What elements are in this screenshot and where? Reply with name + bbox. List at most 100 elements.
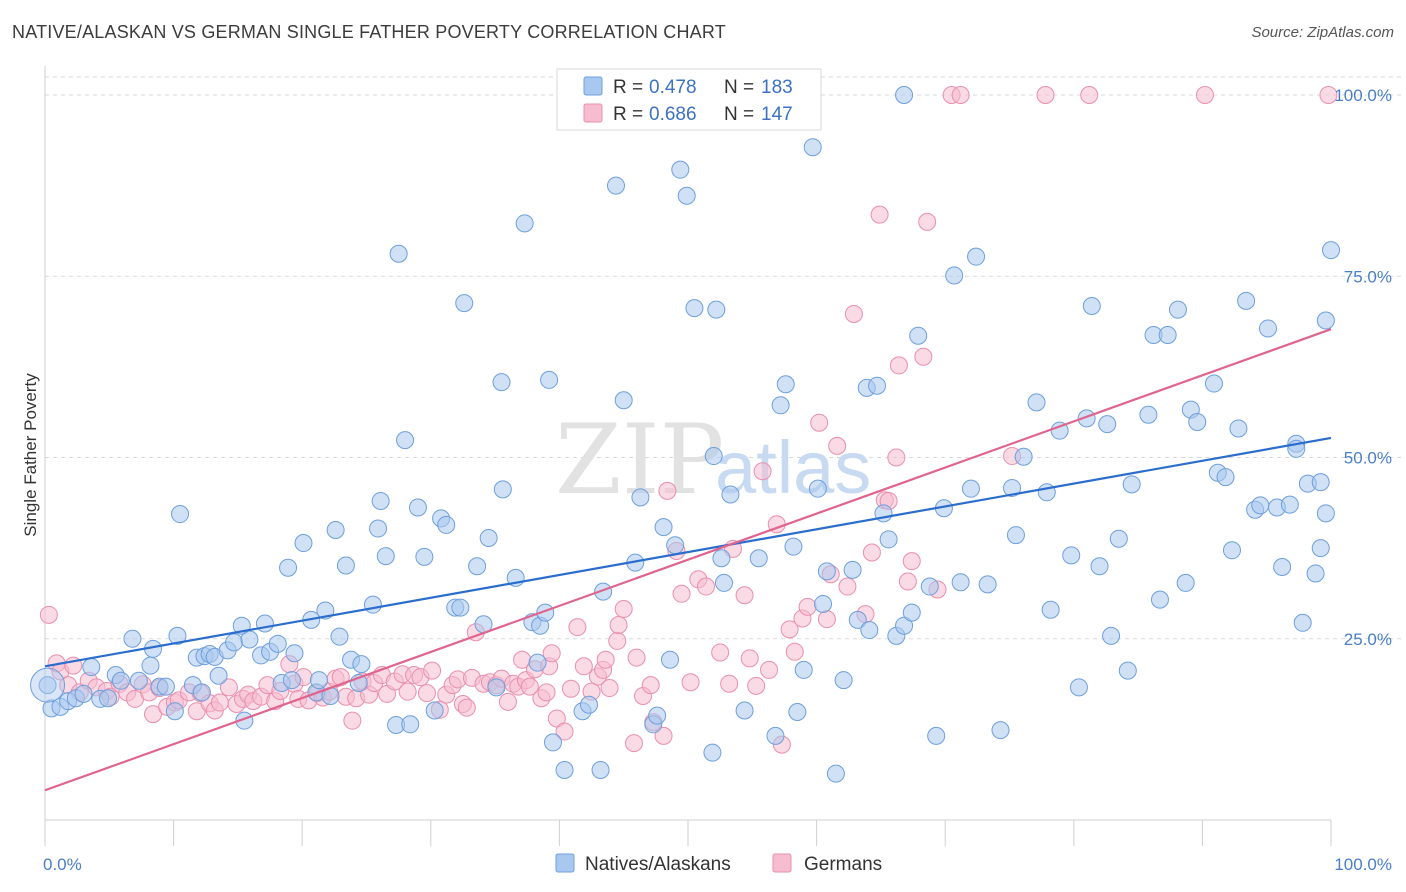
natives-point-100 [704,447,723,466]
natives-point-26 [209,666,228,685]
germans-point-55 [398,682,417,701]
natives-point-131 [927,726,946,745]
natives-point-cluster [30,667,66,703]
natives-point-51 [352,655,371,674]
stats-legend-natives-swatch [583,76,603,96]
germans-point-136 [902,552,921,571]
natives-point-13 [141,656,160,675]
natives-point-182 [1322,241,1340,260]
natives-point-71 [487,678,506,697]
natives-trend-line [44,436,1332,668]
natives-point-52 [363,595,382,614]
natives-point-159 [1158,325,1177,344]
germans-point-59 [423,661,442,680]
germans-point-143 [1036,86,1055,104]
natives-point-155 [1122,475,1141,494]
natives-point-167 [1222,541,1241,560]
natives-point-133 [945,266,964,285]
germans-point-138 [918,212,937,231]
germans-point-108 [711,643,730,662]
germans-point-134 [889,356,908,375]
natives-point-113 [803,138,822,157]
germans-point-118 [780,620,799,639]
natives-point-70 [479,528,498,547]
germans-point-130 [870,205,889,224]
germans-point-80 [537,683,556,702]
natives-point-158 [1150,590,1169,609]
natives-point-186 [1316,504,1335,523]
germans-point-46 [343,711,362,730]
natives-point-5 [74,684,93,703]
germans-point-105 [681,673,700,692]
natives-point-60 [408,498,427,517]
germans-point-87 [574,657,593,676]
stats-legend-natives-r-value: 0.478 [649,77,697,98]
germans-point-99 [641,676,660,695]
natives-point-6 [82,658,101,677]
natives-point-118 [834,671,853,690]
germans-point-107 [697,577,716,596]
natives-point-46 [326,521,345,539]
natives-point-110 [784,537,803,556]
germans-point-86 [568,618,587,637]
natives-point-161 [1176,573,1195,592]
germans-point-111 [735,586,754,605]
natives-point-90 [631,488,650,507]
natives-point-19 [171,505,190,524]
natives-point-67 [455,294,474,313]
natives-point-177 [1293,613,1312,632]
natives-point-115 [814,594,833,613]
chart-title: NATIVE/ALASKAN VS GERMAN SINGLE FATHER P… [12,22,726,42]
axes [44,66,1332,846]
natives-point-98 [685,299,704,318]
natives-point-185 [1311,473,1330,492]
natives-point-134 [951,573,970,592]
germans-point-146 [1319,86,1338,104]
natives-point-99 [703,743,722,762]
germans-point-121 [798,597,817,616]
natives-points [30,86,1340,783]
stats-legend-natives-n-label: N = [724,77,754,98]
natives-point-114 [808,479,827,498]
legend-natives-label: Natives/Alaskans [585,854,731,875]
germans-point-122 [810,413,829,432]
germans-point-97 [627,648,646,667]
natives-point-135 [961,479,980,498]
natives-point-73 [493,480,512,499]
natives-point-117 [826,764,845,783]
natives-point-123 [868,376,887,395]
germans-point-85 [561,679,580,698]
natives-point-172 [1258,319,1277,338]
y-tick-label-2: 75.0% [1344,267,1392,286]
x-tick-label-1: 100.0% [1334,855,1392,874]
natives-point-168 [1229,419,1248,438]
natives-point-31 [240,630,259,649]
natives-point-53 [369,519,388,538]
natives-point-93 [654,518,673,537]
natives-point-28 [225,633,244,652]
natives-point-47 [330,627,349,646]
legend-germans-swatch [772,853,792,873]
natives-point-106 [749,549,768,568]
natives-point-152 [1102,626,1121,645]
natives-point-183 [895,86,914,104]
germans-point-145 [1195,86,1214,104]
germans-point-125 [828,436,847,455]
natives-point-147 [1069,678,1088,697]
stats-legend-germans-n-value: 147 [761,104,793,125]
natives-point-35 [268,634,287,653]
natives-point-181 [1316,311,1335,330]
germans-point-0 [39,605,58,624]
natives-point-38 [282,671,301,690]
series-legend: Natives/Alaskans Germans [555,853,882,875]
natives-point-144 [1041,600,1060,619]
natives-point-86 [594,582,613,601]
natives-point-104 [721,485,740,504]
natives-point-61 [415,547,434,566]
natives-point-58 [396,431,415,450]
natives-point-153 [1109,529,1128,548]
natives-point-111 [788,702,807,721]
germans-point-84 [555,722,574,741]
trend-lines [44,328,1332,792]
natives-point-102 [712,549,731,568]
